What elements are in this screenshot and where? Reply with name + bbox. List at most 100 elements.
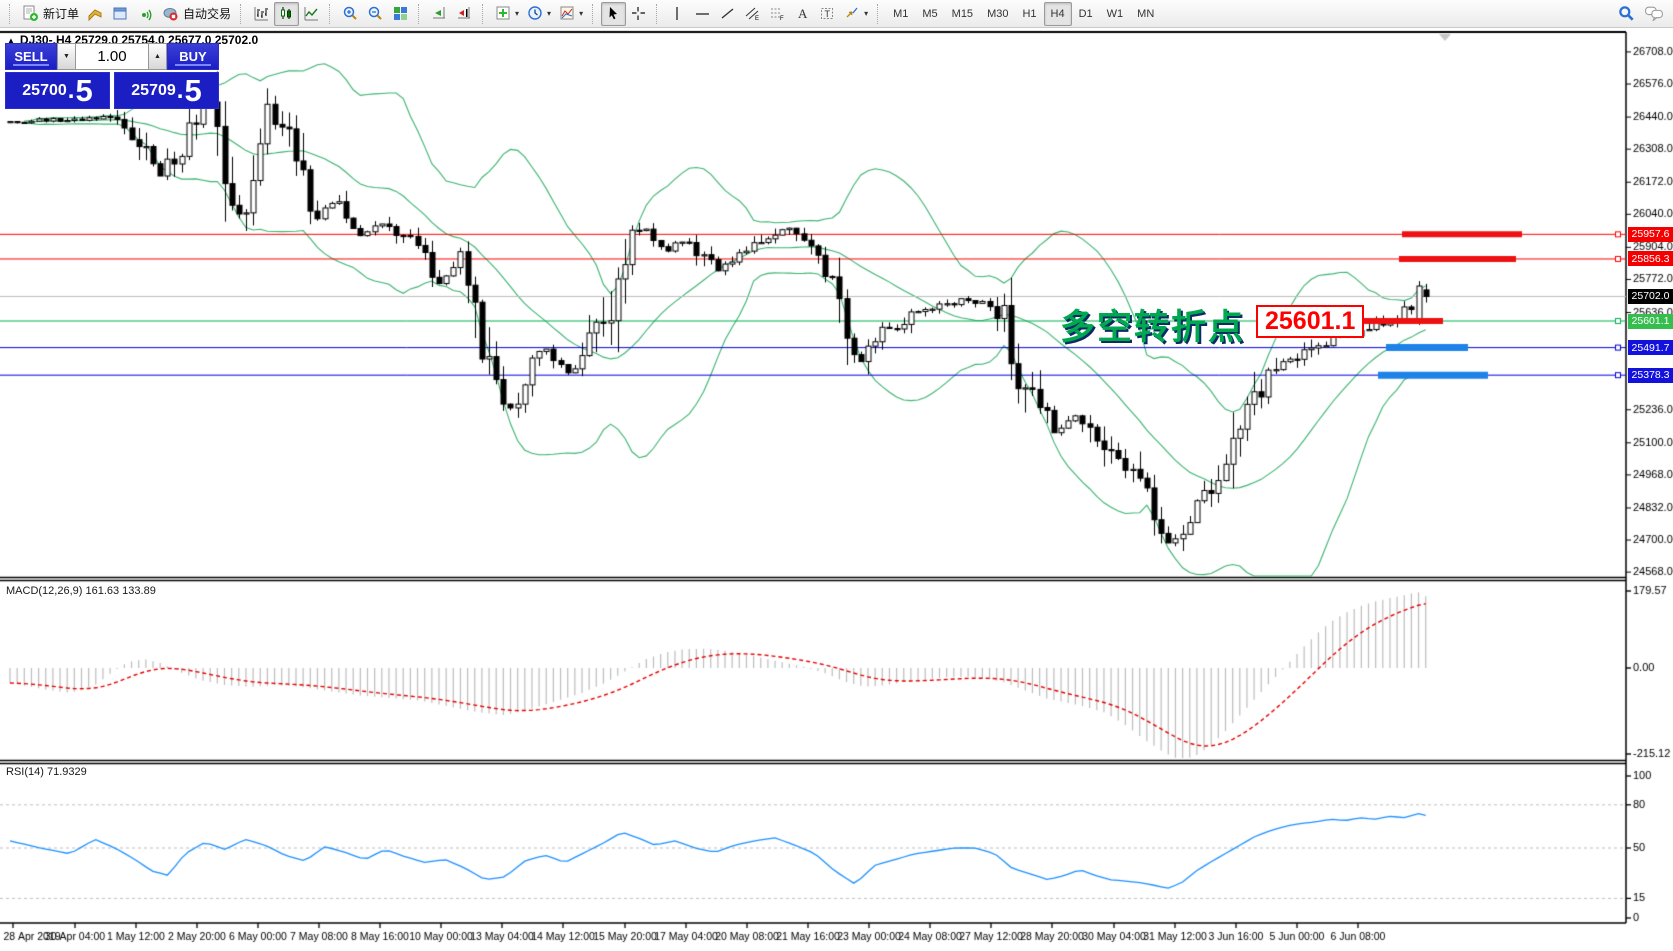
- autotrading-icon: [162, 5, 179, 22]
- tf-m15-button[interactable]: M15: [951, 7, 974, 20]
- sell-price-main: 25700: [22, 81, 67, 99]
- toolbar-separator: [877, 3, 881, 24]
- volume-input[interactable]: 1.00: [76, 43, 148, 70]
- tf-w1-button[interactable]: W1: [1106, 7, 1124, 20]
- tf-mn-button[interactable]: MN: [1137, 7, 1155, 20]
- text-button[interactable]: A: [790, 2, 815, 26]
- svg-text:F: F: [780, 16, 784, 22]
- price-badge: 25957.6: [1628, 226, 1673, 242]
- channel-icon: E: [744, 5, 761, 22]
- tile-windows-button[interactable]: [388, 2, 413, 26]
- toolbar-separator: [482, 3, 486, 24]
- toolbar-separator: [656, 3, 660, 24]
- chat-icon: [1644, 4, 1665, 23]
- indicators-icon: [495, 5, 512, 22]
- tf-d1-button[interactable]: D1: [1078, 7, 1093, 20]
- volume-decrease-button[interactable]: ▼: [57, 43, 76, 70]
- vertical-line-icon: [669, 5, 686, 22]
- tf-m1-button[interactable]: M1: [893, 7, 909, 20]
- buy-price[interactable]: 25709. 5: [114, 72, 219, 109]
- signals-icon: [137, 5, 154, 22]
- line-chart-icon: [303, 5, 320, 22]
- autotrading-button[interactable]: 自动交易: [158, 2, 235, 26]
- price-badge: 25378.3: [1628, 367, 1673, 383]
- price-callout-box: 25601.1: [1256, 305, 1365, 338]
- chevron-down-icon[interactable]: ▾: [547, 9, 552, 18]
- periods-icon: [527, 5, 544, 22]
- auto-scroll-icon: [431, 5, 448, 22]
- new-order-icon: [22, 5, 39, 22]
- fibonacci-button[interactable]: F: [765, 2, 790, 26]
- buy-price-main: 25709: [131, 81, 176, 99]
- templates-icon: [559, 5, 576, 22]
- text-icon: A: [794, 5, 811, 22]
- charts-button[interactable]: [83, 2, 108, 26]
- zoom-in-icon: [342, 5, 359, 22]
- auto-scroll-button[interactable]: [427, 2, 452, 26]
- sell-price-pips: 5: [75, 72, 93, 108]
- line-chart-button[interactable]: [299, 2, 324, 26]
- bar-chart-button[interactable]: [249, 2, 274, 26]
- chevron-down-icon[interactable]: ▾: [864, 9, 869, 18]
- toolbar-separator: [592, 3, 596, 24]
- chart-shift-button[interactable]: [452, 2, 477, 26]
- zoom-out-button[interactable]: [363, 2, 388, 26]
- tf-h4-button[interactable]: H4: [1043, 1, 1072, 26]
- toolbar-separator: [240, 3, 244, 24]
- toolbar-separator: [329, 3, 333, 24]
- candlestick-icon: [278, 5, 295, 22]
- sell-price[interactable]: 25700. 5: [5, 72, 110, 109]
- crosshair-icon: [630, 5, 647, 22]
- chat-button[interactable]: [1640, 2, 1669, 26]
- rsi-indicator-label: RSI(14) 71.9329: [6, 766, 87, 778]
- indicators-button[interactable]: ▾: [491, 2, 523, 26]
- channel-button[interactable]: E: [740, 2, 765, 26]
- label-icon: T: [819, 5, 836, 22]
- search-button[interactable]: [1613, 2, 1640, 26]
- toolbar: 新订单 自动交易 ▾ ▾ ▾ E F A T ▾ M1 M5 M15 M30 H1 H4 D1 W1 MN: [0, 0, 1673, 28]
- signals-button[interactable]: [133, 2, 158, 26]
- vertical-line-button[interactable]: [665, 2, 690, 26]
- buy-button[interactable]: BUY: [167, 43, 219, 70]
- volume-increase-button[interactable]: ▲: [148, 43, 167, 70]
- window-icon: [112, 5, 129, 22]
- new-order-button[interactable]: 新订单: [18, 2, 83, 26]
- svg-text:E: E: [755, 16, 759, 22]
- price-badge: 25856.3: [1628, 251, 1673, 267]
- one-click-trading-panel: SELL ▼ 1.00 ▲ BUY 25700. 5 25709. 5: [5, 43, 219, 109]
- crosshair-button[interactable]: [626, 2, 651, 26]
- toolbar-separator: [418, 3, 422, 24]
- arrows-button[interactable]: ▾: [840, 2, 872, 26]
- horizontal-line-button[interactable]: [690, 2, 715, 26]
- window-button[interactable]: [108, 2, 133, 26]
- chevron-down-icon[interactable]: ▾: [515, 9, 520, 18]
- zoom-out-icon: [367, 5, 384, 22]
- tf-h1-button[interactable]: H1: [1022, 7, 1037, 20]
- price-badge: 25702.0: [1628, 288, 1673, 304]
- cursor-button[interactable]: [601, 1, 627, 26]
- label-button[interactable]: T: [815, 2, 840, 26]
- templates-button[interactable]: ▾: [555, 2, 587, 26]
- periods-button[interactable]: ▾: [523, 2, 555, 26]
- sell-button[interactable]: SELL: [5, 43, 57, 70]
- tile-windows-icon: [392, 5, 409, 22]
- svg-text:T: T: [825, 9, 831, 19]
- trendline-icon: [719, 5, 736, 22]
- price-badge: 25491.7: [1628, 340, 1673, 356]
- chevron-down-icon[interactable]: ▾: [579, 9, 584, 18]
- zoom-in-button[interactable]: [338, 2, 363, 26]
- price-badge: 25601.1: [1628, 313, 1673, 329]
- collapse-icon[interactable]: ▲: [7, 36, 15, 45]
- trendline-button[interactable]: [715, 2, 740, 26]
- toolbar-separator: [9, 3, 13, 24]
- chart-shift-icon: [456, 5, 473, 22]
- tf-m30-button[interactable]: M30: [987, 7, 1009, 20]
- candlestick-button[interactable]: [274, 1, 300, 26]
- arrows-icon: [844, 5, 861, 22]
- horizontal-line-icon: [694, 5, 711, 22]
- search-icon: [1617, 4, 1636, 23]
- buy-price-pips: 5: [184, 72, 202, 108]
- tf-m5-button[interactable]: M5: [922, 7, 938, 20]
- turning-point-annotation: 多空转折点: [1060, 308, 1246, 347]
